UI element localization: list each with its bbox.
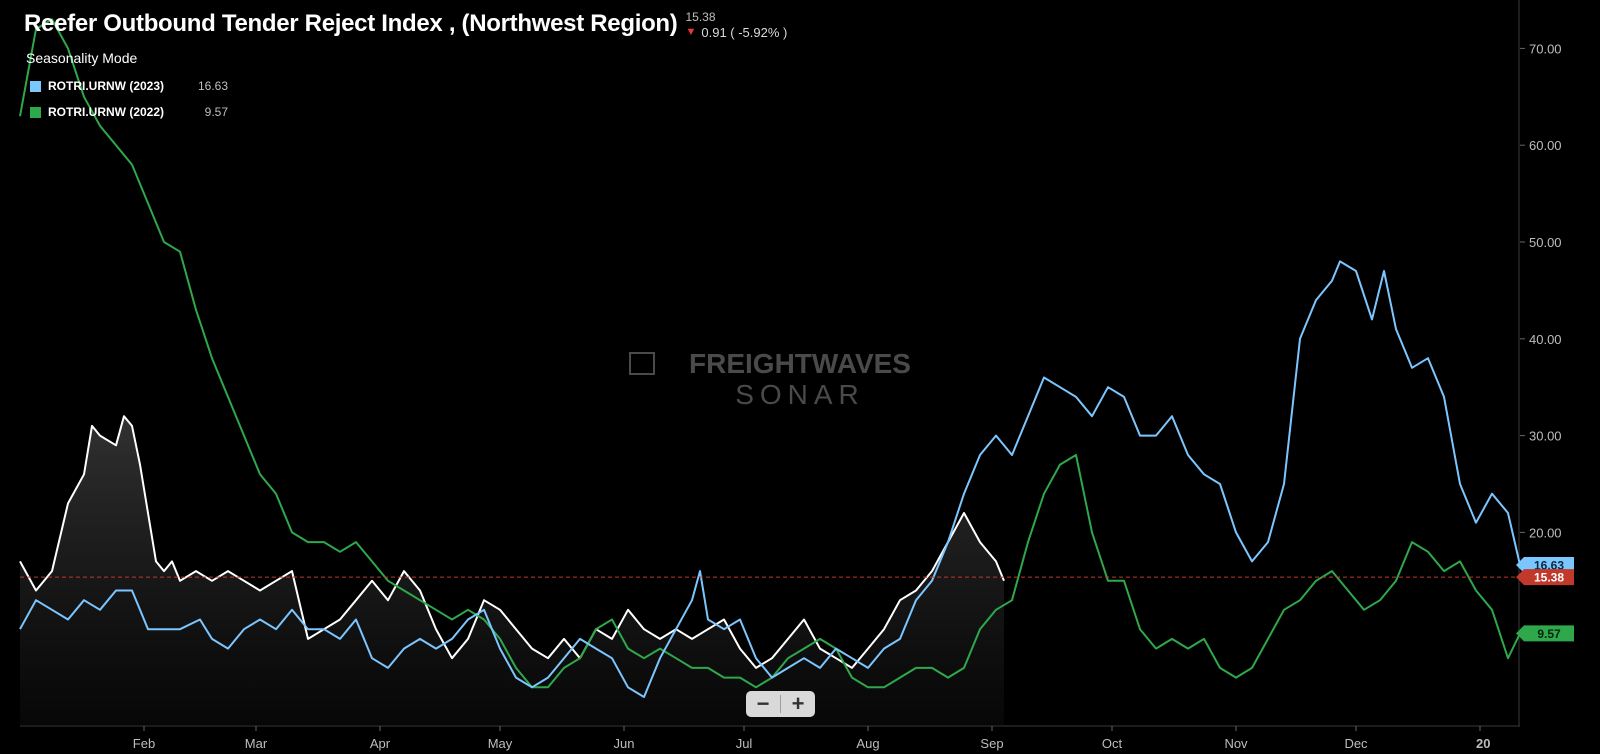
x-tick-label: Jun	[614, 736, 635, 751]
legend: ROTRI.URNW (2023) 16.63 ROTRI.URNW (2022…	[30, 73, 228, 125]
y-tick-label: 30.00	[1529, 429, 1562, 444]
quote-box: 15.38 ▼ 0.91 ( -5.92% )	[685, 10, 787, 40]
x-tick-label: May	[488, 736, 513, 751]
change-value: 0.91 ( -5.92% )	[701, 25, 788, 40]
legend-item[interactable]: ROTRI.URNW (2022) 9.57	[30, 99, 228, 125]
y-tick-label: 70.00	[1529, 41, 1562, 56]
watermark-line2: SONAR	[735, 379, 865, 410]
series-end-tag	[1516, 557, 1574, 574]
series-end-tag-label: 16.63	[1534, 559, 1564, 573]
zoom-in-button[interactable]: +	[791, 691, 805, 716]
legend-value: 16.63	[197, 79, 228, 93]
reference-tag-label: 15.38	[1534, 571, 1564, 585]
series-line	[19, 415, 1005, 669]
x-tick-label: Apr	[370, 736, 391, 751]
seasonality-mode-label: Seasonality Mode	[26, 50, 138, 66]
series-line	[19, 260, 1521, 698]
watermark: FREIGHTWAVES SONAR	[629, 348, 911, 410]
reference-tag	[1516, 569, 1574, 586]
x-tick-label: Sep	[980, 736, 1003, 751]
legend-name: ROTRI.URNW (2022)	[48, 105, 165, 119]
series-area	[20, 416, 1004, 726]
y-tick-label: 60.00	[1529, 138, 1562, 153]
arrow-down-icon: ▼	[685, 26, 697, 38]
series-end-tag-label: 9.57	[1537, 627, 1561, 641]
legend-name: ROTRI.URNW (2023)	[48, 79, 165, 93]
legend-item[interactable]: ROTRI.URNW (2023) 16.63	[30, 73, 228, 99]
zoom-control: − +	[746, 691, 815, 717]
zoom-out-button[interactable]: −	[756, 691, 770, 716]
legend-swatch	[30, 106, 41, 118]
chart-title: Reefer Outbound Tender Reject Index , (N…	[24, 10, 678, 37]
y-tick-label: 50.00	[1529, 235, 1562, 250]
x-tick-label: Oct	[1102, 736, 1123, 751]
chart-header: Reefer Outbound Tender Reject Index , (N…	[24, 10, 787, 40]
x-tick-label: Dec	[1344, 736, 1368, 751]
change-row: ▼ 0.91 ( -5.92% )	[685, 25, 787, 40]
x-tick-label: 20	[1476, 736, 1490, 751]
sonar-logo-icon	[629, 352, 655, 375]
x-tick-label: Aug	[856, 736, 879, 751]
x-tick-label: Mar	[245, 736, 268, 751]
y-tick-label: 40.00	[1529, 332, 1562, 347]
x-tick-label: Nov	[1224, 736, 1248, 751]
zoom-divider	[780, 695, 781, 713]
x-tick-label: Jul	[736, 736, 753, 751]
series-end-tag	[1516, 625, 1574, 642]
watermark-line1: FREIGHTWAVES	[689, 348, 911, 379]
last-value: 15.38	[685, 10, 716, 24]
legend-value: 9.57	[204, 105, 228, 119]
legend-swatch	[30, 80, 41, 92]
x-tick-label: Feb	[133, 736, 155, 751]
y-tick-label: 20.00	[1529, 525, 1562, 540]
